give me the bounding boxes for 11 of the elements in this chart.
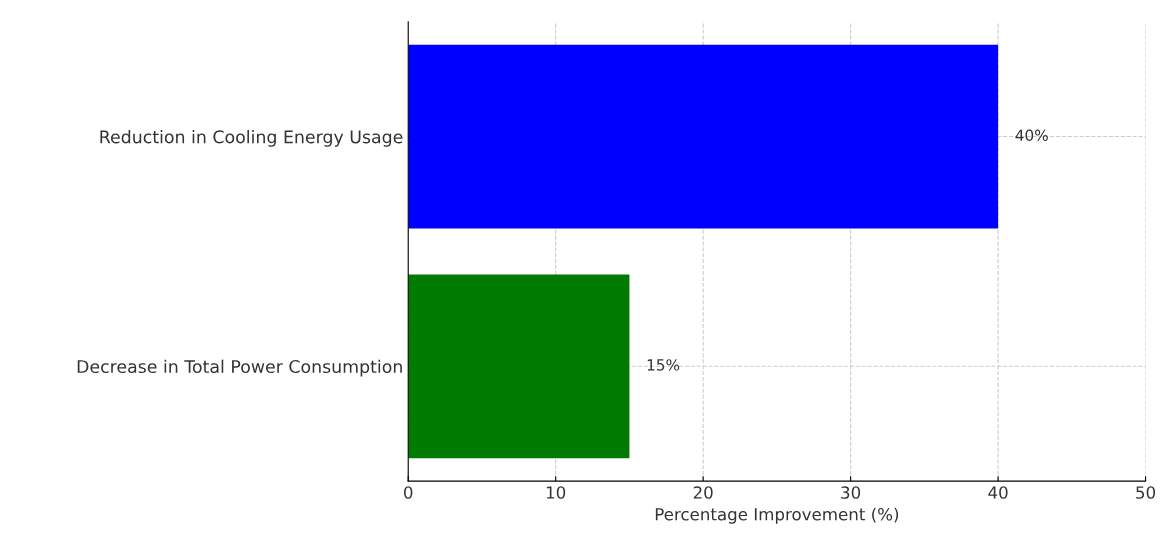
y-tick-label: Decrease in Total Power Consumption <box>77 359 402 377</box>
x-tick-label: 30 <box>841 486 861 499</box>
data-label: 15% <box>647 359 680 371</box>
x-tick-label: 50 <box>1136 486 1156 499</box>
x-axis-title: Percentage Improvement (%) <box>655 507 899 524</box>
x-tick-label: 0 <box>404 486 413 499</box>
x-tick-label: 40 <box>988 486 1008 499</box>
data-label: 40% <box>1015 129 1048 141</box>
x-tick-label: 10 <box>546 486 566 499</box>
x-tick-label: 20 <box>693 486 713 499</box>
y-tick-label: Reduction in Cooling Energy Usage <box>100 129 403 147</box>
